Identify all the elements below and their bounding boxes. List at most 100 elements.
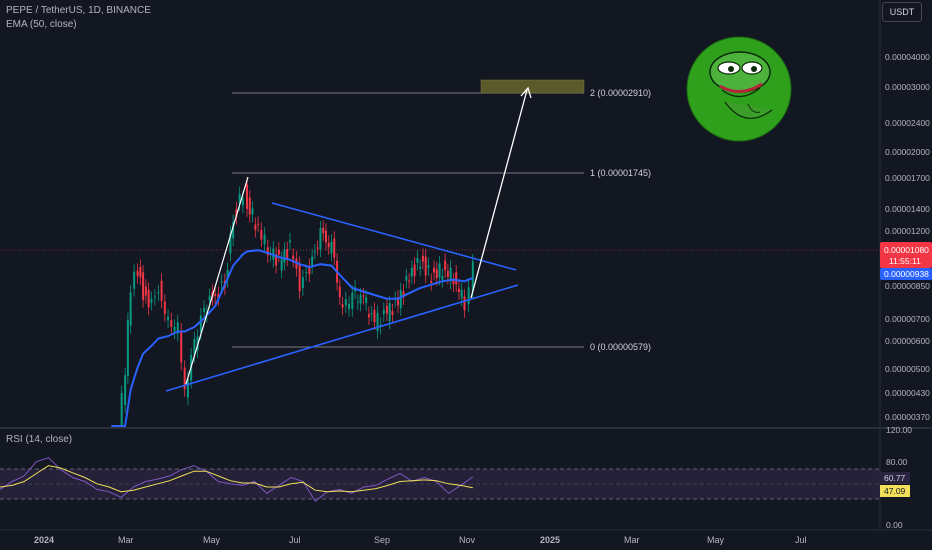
candle-body — [163, 301, 166, 314]
candle-body — [359, 295, 362, 304]
fib-label-1: 1 (0.00001745) — [590, 168, 651, 178]
candle-body — [301, 277, 304, 288]
ema-legend[interactable]: EMA (50, close) — [6, 19, 77, 30]
candle-body — [226, 270, 229, 280]
candle-body — [455, 272, 458, 285]
candle-body — [283, 249, 286, 263]
candle-body — [280, 259, 283, 271]
projection-arrow-head — [520, 86, 532, 99]
price-tick: 0.00000850 — [885, 281, 930, 291]
candle-body — [433, 267, 436, 273]
candle-body — [193, 338, 196, 355]
currency-button[interactable]: USDT — [882, 2, 922, 22]
candle-body — [333, 238, 336, 258]
candle-body — [292, 255, 295, 260]
candle-body — [327, 242, 330, 248]
ema-50-line — [111, 249, 474, 427]
projection-arrow-line[interactable] — [470, 89, 528, 299]
triangle-lower-trendline[interactable] — [165, 284, 519, 392]
price-tick: 0.00000500 — [885, 364, 930, 374]
price-tick: 0.00002400 — [885, 118, 930, 128]
triangle-upper-trendline[interactable] — [271, 202, 517, 271]
candle-body — [173, 326, 176, 332]
rsi-band — [0, 469, 880, 499]
candle-body — [257, 223, 260, 225]
candle-body — [235, 209, 238, 217]
candle-body — [199, 315, 202, 333]
rsi-ma-value: 47.09 — [884, 486, 906, 496]
candle-body — [186, 378, 189, 398]
rsi-value-badge — [880, 472, 910, 484]
candle-body — [376, 312, 379, 332]
time-tick: May — [707, 535, 725, 545]
candle-body — [153, 296, 156, 298]
price-tick: 0.00004000 — [885, 52, 930, 62]
candle-body — [147, 289, 150, 308]
candle-body — [167, 316, 170, 321]
candlestick-series — [113, 177, 474, 427]
candle-body — [435, 269, 438, 279]
price-axis[interactable]: 0.00004000 0.00003000 0.00002400 0.00002… — [885, 52, 930, 422]
candle-body — [266, 247, 269, 256]
candle-body — [129, 292, 132, 326]
candle-body — [241, 198, 244, 206]
candle-body — [144, 286, 147, 296]
candle-body — [449, 267, 452, 282]
time-tick: Sep — [374, 535, 390, 545]
candle-body — [382, 309, 385, 315]
price-tick: 0.00003000 — [885, 82, 930, 92]
candle-body — [126, 320, 129, 377]
ema-value-badge — [880, 268, 932, 280]
candle-body — [413, 264, 416, 277]
time-tick: Nov — [459, 535, 476, 545]
candle-body — [399, 290, 402, 309]
target-zone-box[interactable] — [480, 79, 585, 94]
candle-body — [397, 297, 400, 306]
candle-body — [305, 271, 308, 273]
candle-body — [208, 295, 211, 301]
candle-body — [367, 313, 370, 318]
price-tick: 0.00000600 — [885, 336, 930, 346]
candle-body — [286, 248, 289, 259]
impulse-line[interactable] — [185, 176, 249, 385]
price-tick: 0.00000430 — [885, 388, 930, 398]
candle-body — [348, 303, 351, 309]
candle-body — [405, 276, 408, 281]
candle-body — [457, 288, 460, 293]
candle-body — [157, 292, 160, 294]
candle-body — [180, 330, 183, 363]
candle-body — [385, 305, 388, 314]
candle-body — [229, 233, 232, 254]
candle-body — [160, 280, 163, 301]
candle-body — [441, 275, 444, 280]
candle-body — [217, 294, 220, 299]
candle-body — [220, 281, 223, 283]
symbol-legend[interactable]: PEPE / TetherUS, 1D, BINANCE — [6, 5, 151, 16]
candle-body — [142, 272, 145, 300]
candle-body — [402, 291, 405, 298]
candle-body — [467, 287, 470, 305]
candle-body — [254, 224, 257, 230]
candle-body — [311, 256, 314, 267]
candle-body — [391, 311, 394, 315]
candle-body — [251, 208, 254, 215]
current-price-value: 0.00001080 — [884, 245, 929, 255]
rsi-axis-tick: 80.00 — [886, 457, 908, 467]
candle-body — [238, 193, 241, 204]
countdown-value: 11:55:11 — [889, 256, 921, 266]
time-axis[interactable]: 2024 Mar May Jul Sep Nov 2025 Mar May Ju… — [34, 535, 807, 545]
time-tick: Jul — [289, 535, 301, 545]
rsi-legend[interactable]: RSI (14, close) — [6, 434, 73, 445]
candle-body — [170, 320, 173, 327]
candle-body — [338, 286, 341, 298]
candle-body — [308, 265, 311, 275]
candle-body — [176, 322, 179, 334]
candle-body — [427, 265, 430, 268]
price-tick: 0.00001400 — [885, 204, 930, 214]
candle-body — [298, 263, 301, 292]
candle-body — [370, 313, 373, 315]
candle-body — [351, 292, 354, 309]
candle-body — [408, 280, 411, 282]
candle-body — [150, 299, 153, 303]
